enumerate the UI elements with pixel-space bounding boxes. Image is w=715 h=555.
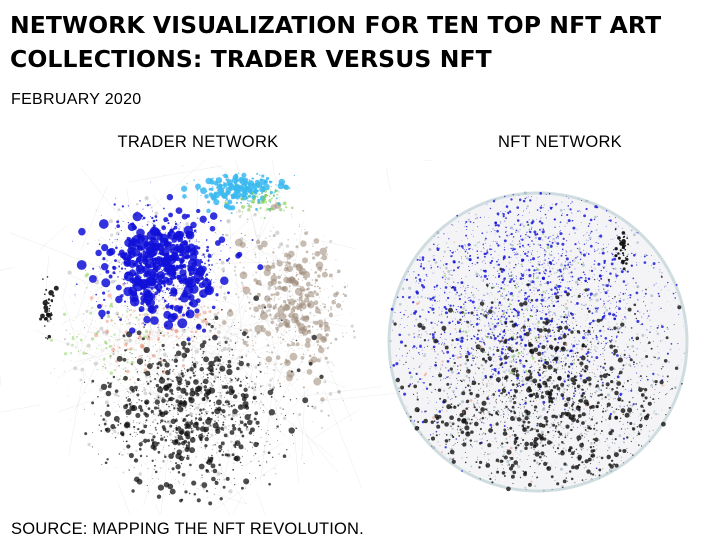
trader-network-label: TRADER NETWORK xyxy=(117,133,279,151)
nft-network-graph xyxy=(387,191,689,493)
nft-network-label: NFT NETWORK xyxy=(498,133,622,151)
trader-network-graph xyxy=(0,160,434,515)
source-note: SOURCE: MAPPING THE NFT REVOLUTION. xyxy=(11,520,364,538)
network-visualizations xyxy=(0,160,689,515)
page-title: NETWORK VISUALIZATION FOR TEN TOP NFT AR… xyxy=(10,11,662,73)
date-label: FEBRUARY 2020 xyxy=(11,91,142,108)
